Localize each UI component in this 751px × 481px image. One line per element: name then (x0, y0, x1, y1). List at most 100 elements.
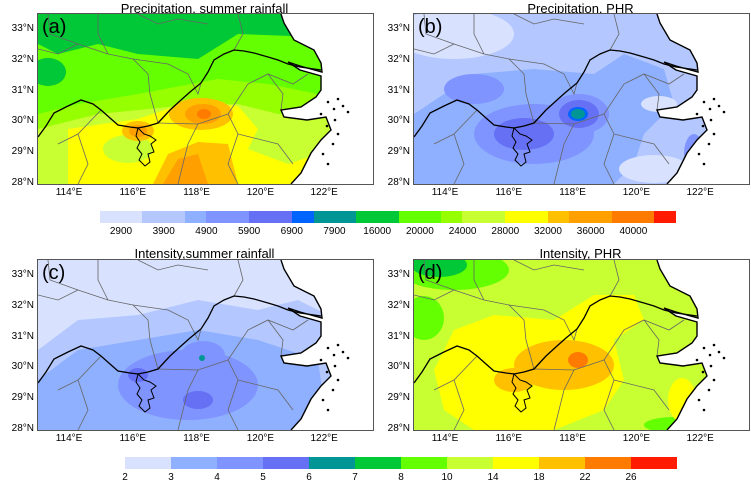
colorbar-label: 26 (625, 472, 637, 481)
colorbar-label: 5900 (237, 226, 261, 237)
colorbar-label: 18 (533, 472, 545, 481)
island (326, 100, 330, 104)
island (346, 356, 350, 360)
yangtze-river (414, 49, 698, 138)
colorbar-label: 2900 (109, 226, 133, 237)
map-panel-a: (a) (37, 13, 374, 185)
colorbar-swatch (569, 211, 612, 223)
map-panel-b: (b) (413, 13, 750, 185)
yangtze-river (38, 295, 322, 384)
colorbar-swatch (539, 457, 585, 469)
island (717, 104, 721, 108)
latitude-tick-label: 30°N (387, 115, 410, 127)
province-border (643, 319, 660, 357)
colorbar-label: 36000 (576, 226, 605, 237)
island (712, 97, 716, 101)
longitude-tick-label: 114°E (55, 187, 83, 198)
colorbar-swatch (249, 211, 292, 223)
colorbar-label: 6900 (280, 226, 303, 237)
island (695, 358, 699, 362)
island (319, 112, 323, 116)
longitude-tick-label: 122°E (686, 433, 714, 444)
island (326, 346, 330, 350)
longitude-tick-label: 114°E (431, 433, 459, 444)
colorbar-label: 8 (398, 472, 404, 481)
latitude-tick-label: 30°N (387, 361, 410, 373)
coastline (655, 260, 708, 430)
island (695, 112, 699, 116)
province-border (414, 43, 455, 55)
island (709, 364, 713, 368)
colorbar-swatch (142, 211, 185, 223)
colorbar-label: 32000 (534, 226, 562, 237)
longitude-tick-label: 118°E (559, 433, 586, 444)
province-border (513, 260, 585, 271)
latitude-tick-label: 29°N (387, 392, 410, 404)
province-border (414, 289, 455, 301)
province-border (77, 133, 89, 184)
longitude-tick-label: 122°E (310, 187, 338, 198)
island (321, 398, 325, 402)
colorbar-swatch (292, 211, 314, 223)
panel-label: (c) (42, 262, 66, 284)
colorbar-swatch (263, 457, 309, 469)
sea-mask (281, 14, 373, 184)
colorbar-swatch (505, 211, 548, 223)
province-border (237, 133, 294, 165)
latitude-tick-label: 28°N (387, 177, 410, 188)
province-border (453, 379, 465, 430)
colorbar-swatch (654, 211, 676, 223)
island (333, 364, 337, 368)
province-border (267, 73, 284, 111)
island (341, 350, 345, 354)
longitude-tick-label: 116°E (119, 433, 147, 444)
province-border (609, 14, 620, 51)
contour-region (163, 154, 208, 184)
contour-region (118, 350, 258, 420)
colorbar-label: 40000 (619, 226, 648, 237)
longitude-tick-label: 118°E (183, 433, 210, 444)
latitude-tick-label: 29°N (387, 146, 410, 158)
contour-region (199, 355, 205, 361)
colorbar-swatch (401, 457, 447, 469)
colorbar-label: 4 (214, 472, 220, 481)
province-border (553, 123, 575, 184)
contour-region (197, 109, 211, 119)
province-border (157, 359, 239, 430)
province-border (423, 14, 535, 124)
longitude-tick-label: 114°E (55, 433, 83, 444)
province-border (613, 133, 670, 165)
province-border (473, 14, 485, 55)
island (333, 118, 337, 122)
contour-region (514, 340, 614, 390)
longitude-tick-label: 118°E (183, 187, 210, 198)
colorbar-label: 7 (352, 472, 358, 481)
contour-region (38, 58, 66, 86)
contour-map (414, 260, 749, 430)
island (708, 107, 712, 111)
province-border (473, 260, 485, 301)
island (325, 124, 329, 128)
panel-a-title: Precipitation, summer rainfall (120, 1, 289, 16)
contour-region (183, 391, 213, 409)
latitude-tick-label: 32°N (11, 53, 34, 65)
province-border (613, 379, 670, 411)
contour-region (414, 296, 444, 340)
island (702, 100, 706, 104)
latitude-tick-label: 31°N (387, 330, 410, 342)
island (707, 388, 711, 392)
longitude-tick-label: 118°E (559, 187, 586, 198)
province-border (267, 319, 284, 357)
colorbar-intensity (125, 457, 677, 469)
province-border (157, 113, 239, 184)
colorbar-label: 4900 (195, 226, 218, 237)
latitude-tick-label: 32°N (11, 299, 34, 311)
colorbar-swatch (100, 211, 142, 223)
contour-region (619, 155, 689, 183)
colorbar-swatch (125, 457, 171, 469)
latitude-tick-label: 31°N (387, 84, 410, 96)
latitude-tick-label: 32°N (387, 53, 410, 65)
province-border (508, 58, 578, 96)
island (319, 358, 323, 362)
